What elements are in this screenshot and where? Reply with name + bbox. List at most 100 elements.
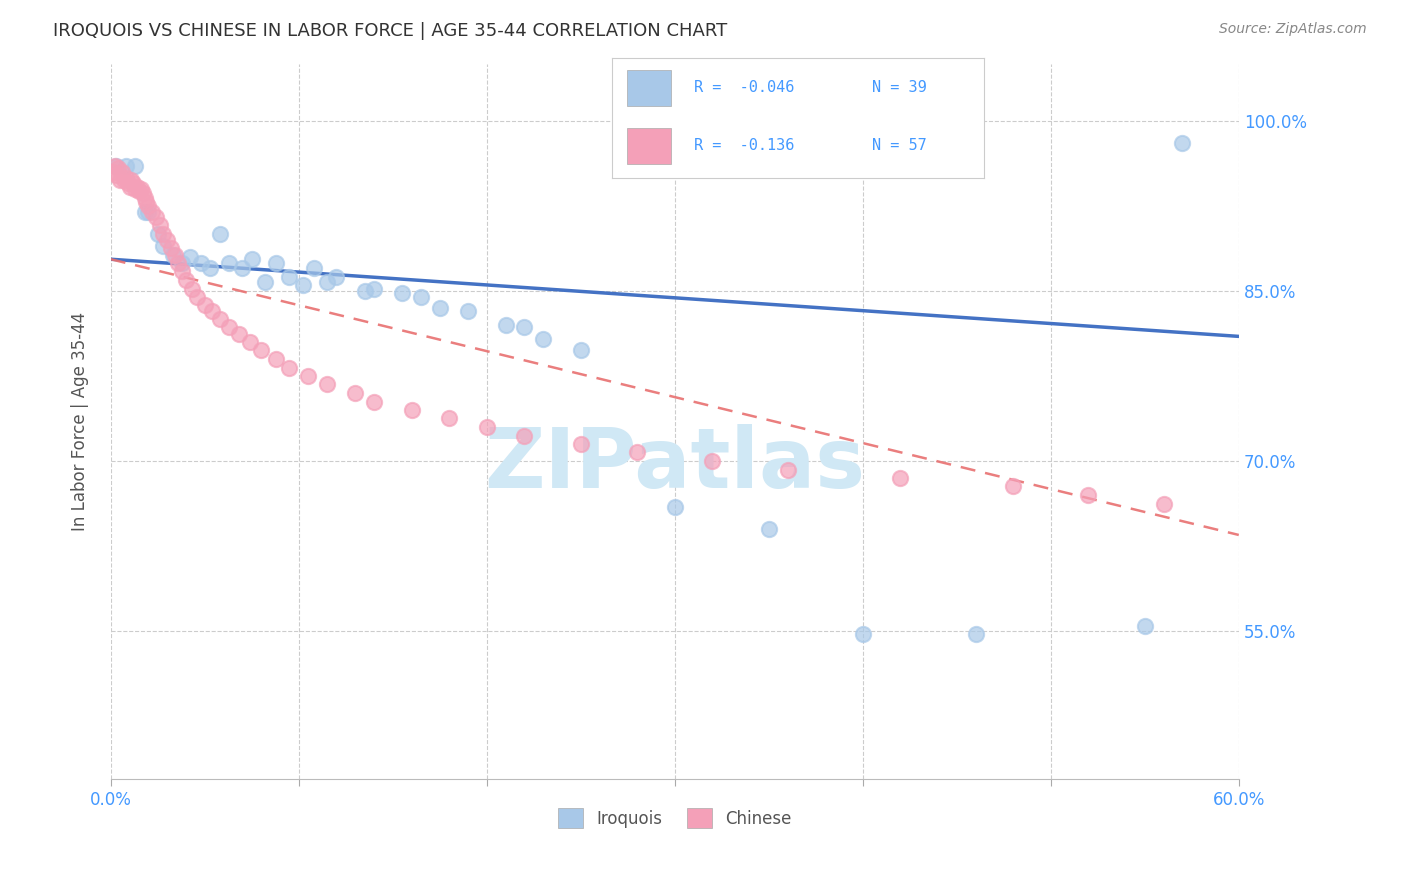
Point: [105, 168, 128, 182]
Point: [513, 429, 536, 443]
Text: ZIPatlas: ZIPatlas: [484, 424, 865, 505]
Point: [218, 255, 240, 269]
Point: [702, 454, 724, 468]
Point: [889, 471, 911, 485]
Point: [228, 327, 250, 342]
Point: [112, 173, 135, 187]
Point: [758, 522, 780, 536]
Point: [135, 195, 157, 210]
Point: [146, 227, 169, 242]
Point: [353, 284, 375, 298]
Point: [264, 255, 287, 269]
Text: N = 39: N = 39: [872, 80, 927, 95]
Text: IROQUOIS VS CHINESE IN LABOR FORCE | AGE 35-44 CORRELATION CHART: IROQUOIS VS CHINESE IN LABOR FORCE | AGE…: [53, 22, 728, 40]
Point: [344, 386, 367, 401]
Point: [172, 263, 194, 277]
Point: [111, 165, 134, 179]
Point: [124, 159, 146, 173]
Point: [239, 334, 262, 349]
Point: [201, 304, 224, 318]
Point: [569, 437, 592, 451]
Text: R =  -0.046: R = -0.046: [693, 80, 794, 95]
Point: [429, 301, 451, 315]
Point: [409, 290, 432, 304]
Point: [208, 227, 231, 242]
Point: [495, 318, 517, 332]
Point: [391, 286, 413, 301]
Point: [278, 361, 301, 376]
Point: [114, 159, 136, 173]
Point: [141, 204, 163, 219]
Point: [124, 182, 146, 196]
Point: [363, 282, 385, 296]
Point: [103, 159, 125, 173]
Point: [127, 179, 149, 194]
Point: [264, 352, 287, 367]
Point: [107, 161, 129, 176]
Point: [122, 176, 145, 190]
Point: [194, 297, 217, 311]
Point: [218, 320, 240, 334]
Point: [174, 273, 197, 287]
Point: [163, 248, 186, 262]
Point: [240, 252, 263, 267]
Point: [965, 626, 987, 640]
Point: [134, 204, 156, 219]
Point: [457, 304, 479, 318]
Point: [664, 500, 686, 514]
Point: [114, 170, 136, 185]
Point: [513, 320, 536, 334]
Point: [1002, 479, 1025, 493]
Point: [152, 227, 174, 242]
Point: [776, 463, 799, 477]
Point: [316, 275, 339, 289]
Point: [186, 290, 208, 304]
Point: [1153, 497, 1175, 511]
Text: R =  -0.136: R = -0.136: [693, 137, 794, 153]
Point: [101, 165, 124, 179]
Point: [1133, 618, 1156, 632]
Point: [108, 173, 131, 187]
Point: [180, 282, 202, 296]
Point: [167, 255, 190, 269]
Point: [160, 241, 183, 255]
Point: [291, 278, 314, 293]
Point: [132, 186, 155, 201]
Point: [531, 332, 554, 346]
Point: [145, 211, 167, 225]
Point: [302, 261, 325, 276]
Point: [105, 159, 128, 173]
Point: [278, 270, 301, 285]
Point: [1077, 488, 1099, 502]
Point: [149, 218, 172, 232]
Point: [138, 199, 160, 213]
Point: [437, 411, 460, 425]
Point: [134, 191, 156, 205]
Point: [852, 626, 875, 640]
Point: [120, 173, 142, 187]
Point: [172, 255, 194, 269]
Y-axis label: In Labor Force | Age 35-44: In Labor Force | Age 35-44: [72, 312, 89, 531]
Point: [118, 179, 141, 194]
Text: Source: ZipAtlas.com: Source: ZipAtlas.com: [1219, 22, 1367, 37]
Text: N = 57: N = 57: [872, 137, 927, 153]
Bar: [627, 70, 671, 106]
Point: [129, 182, 152, 196]
Point: [128, 184, 150, 198]
Bar: [627, 128, 671, 164]
Point: [475, 420, 498, 434]
Point: [297, 369, 319, 384]
Point: [250, 343, 273, 357]
Point: [152, 238, 174, 252]
Point: [363, 395, 385, 409]
Point: [117, 176, 139, 190]
Point: [190, 255, 212, 269]
Legend: Iroquois, Chinese: Iroquois, Chinese: [551, 801, 799, 835]
Point: [253, 275, 276, 289]
Point: [626, 445, 648, 459]
Point: [200, 261, 222, 276]
Point: [162, 248, 184, 262]
Point: [231, 261, 253, 276]
Point: [401, 403, 423, 417]
Point: [179, 250, 201, 264]
